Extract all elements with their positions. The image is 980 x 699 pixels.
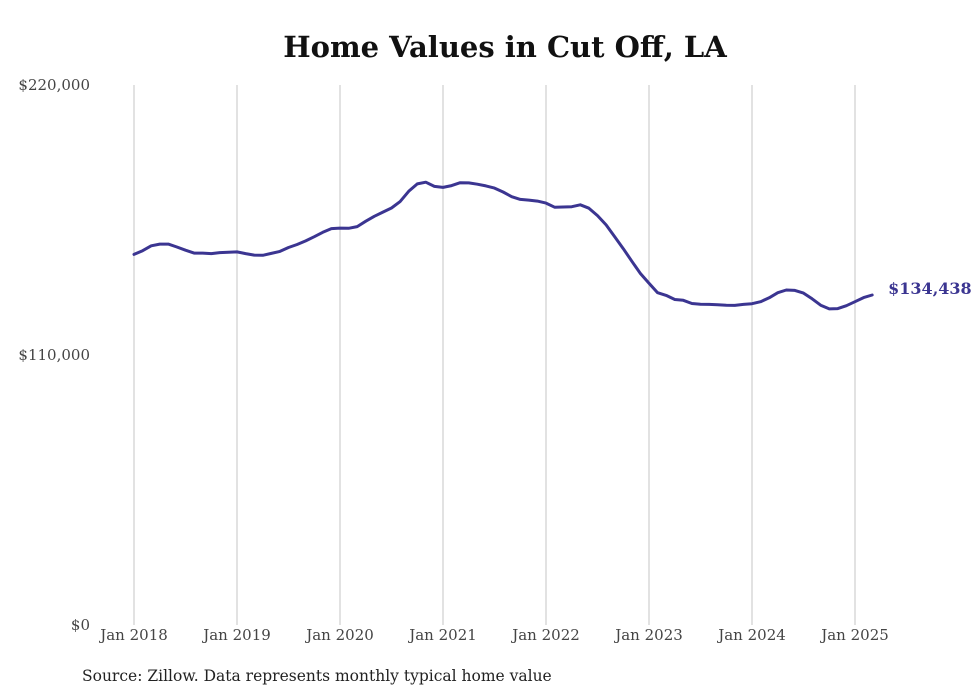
- x-tick-label: Jan 2020: [304, 626, 374, 644]
- x-tick-label: Jan 2022: [510, 626, 580, 644]
- y-tick-label: $0: [71, 616, 90, 634]
- x-axis-ticks: Jan 2018 Jan 2019 Jan 2020 Jan 2021 Jan 2022…: [98, 626, 889, 644]
- y-tick-label: $110,000: [18, 346, 90, 364]
- y-tick-label: $220,000: [18, 76, 90, 94]
- series-line: [132, 180, 874, 311]
- x-tick-label: Jan 2025: [819, 626, 889, 644]
- x-tick-label: Jan 2024: [716, 626, 786, 644]
- chart-title: Home Values in Cut Off, LA: [283, 30, 727, 64]
- end-label-layer: $134,438: [888, 279, 972, 298]
- x-tick-label: Jan 2021: [407, 626, 477, 644]
- y-axis-ticks: $0 $110,000 $220,000: [18, 76, 90, 634]
- gridlines: [133, 85, 856, 625]
- series-layer: [132, 180, 874, 311]
- line-chart: Jan 2018 Jan 2019 Jan 2020 Jan 2021 Jan 2022…: [18, 76, 972, 644]
- end-value-label: $134,438: [888, 279, 972, 298]
- source-note: Source: Zillow. Data represents monthly …: [82, 667, 552, 685]
- x-tick-label: Jan 2018: [98, 626, 168, 644]
- x-tick-label: Jan 2023: [613, 626, 683, 644]
- x-tick-label: Jan 2019: [201, 626, 271, 644]
